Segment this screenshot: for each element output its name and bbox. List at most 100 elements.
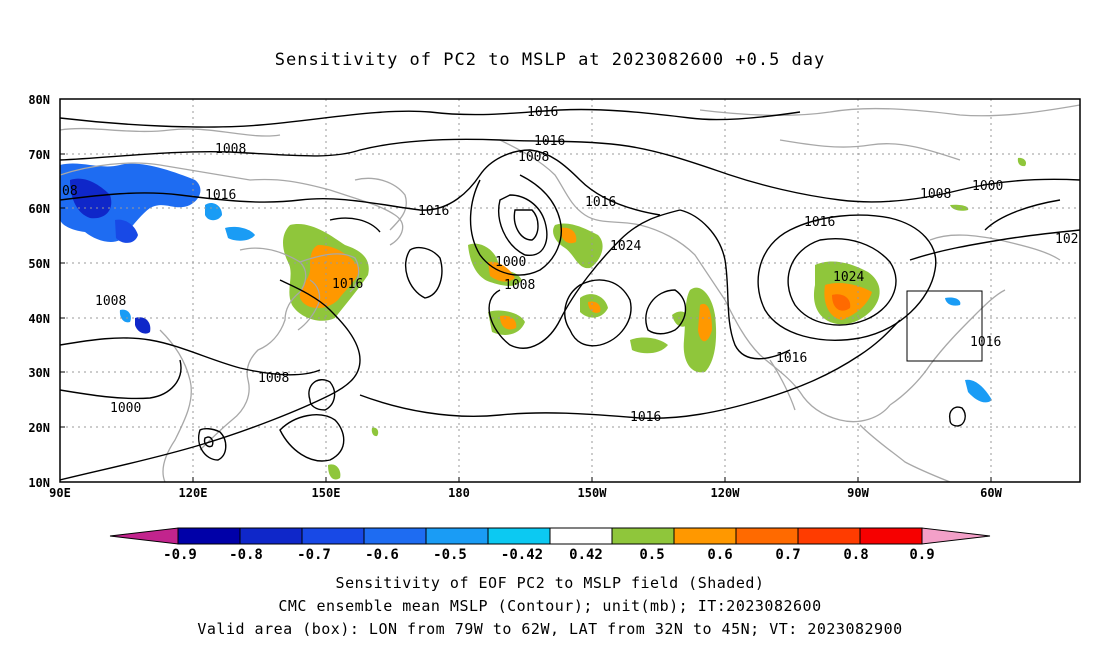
contour-label: 1024 bbox=[610, 239, 641, 254]
positive-sensitivity-region bbox=[299, 245, 360, 309]
colorbar-bin bbox=[177, 527, 241, 545]
colorbar-label: 0.8 bbox=[843, 547, 868, 563]
colorbar-bin bbox=[549, 527, 613, 545]
positive-sensitivity-region bbox=[832, 294, 851, 311]
contour-label: 1016 bbox=[534, 134, 565, 149]
mslp-contours bbox=[60, 108, 1080, 481]
colorbar-bin bbox=[239, 527, 303, 545]
colorbar-bin bbox=[673, 527, 737, 545]
caption-shading: Sensitivity of EOF PC2 to MSLP field (Sh… bbox=[335, 574, 765, 592]
colorbar-label: 0.6 bbox=[707, 547, 732, 563]
colorbar-label: 0.7 bbox=[775, 547, 800, 563]
lon-tick-label: 120E bbox=[179, 486, 208, 500]
negative-sensitivity-region bbox=[205, 203, 222, 221]
contour-label: 1008 bbox=[258, 371, 289, 386]
caption-valid-area: Valid area (box): LON from 79W to 62W, L… bbox=[197, 620, 903, 638]
lat-tick-labels: 80N 70N 60N 50N 40N 30N 20N 10N bbox=[28, 93, 50, 490]
colorbar-bins bbox=[177, 527, 923, 545]
lon-tick-label: 180 bbox=[448, 486, 470, 500]
contour-label: 1008 bbox=[518, 150, 549, 165]
colorbar-max-arrow bbox=[921, 527, 991, 545]
colorbar: -0.9 -0.8 -0.7 -0.6 -0.5 -0.42 0.42 0.5 … bbox=[109, 527, 991, 563]
lon-tick-label: 150E bbox=[312, 486, 341, 500]
positive-sensitivity-region bbox=[560, 227, 577, 244]
colorbar-label: -0.8 bbox=[229, 547, 263, 563]
positive-sensitivity-region bbox=[630, 337, 668, 354]
contour-label: 1016 bbox=[418, 204, 449, 219]
lon-tick-label: 90W bbox=[847, 486, 869, 500]
negative-sensitivity-region bbox=[965, 379, 992, 403]
positive-sensitivity-region bbox=[500, 315, 517, 330]
negative-sensitivity-region bbox=[225, 226, 255, 241]
contour-label: 1000 bbox=[110, 401, 141, 416]
positive-sensitivity-region bbox=[950, 204, 969, 211]
contour-label: 1016 bbox=[804, 215, 835, 230]
colorbar-label: 0.9 bbox=[909, 547, 934, 563]
lat-tick-label: 60N bbox=[28, 202, 50, 216]
negative-sensitivity-region bbox=[945, 297, 961, 306]
lon-tick-label: 150W bbox=[578, 486, 608, 500]
positive-sensitivity-region bbox=[698, 303, 712, 342]
contour-label: 1000 bbox=[972, 179, 1003, 194]
contour-label: 1008 bbox=[95, 294, 126, 309]
lat-tick-label: 40N bbox=[28, 312, 50, 326]
lon-tick-labels: 90E 120E 150E 180 150W 120W 90W 60W bbox=[49, 486, 1002, 500]
contour-label: 1016 bbox=[527, 105, 558, 120]
contour-label: 102 bbox=[1055, 232, 1078, 247]
colorbar-bin bbox=[487, 527, 551, 545]
colorbar-label: -0.7 bbox=[297, 547, 331, 563]
negative-sensitivity-region bbox=[70, 178, 112, 219]
lat-tick-label: 30N bbox=[28, 366, 50, 380]
contour-label: 1016 bbox=[585, 195, 616, 210]
positive-sensitivity-region bbox=[588, 301, 601, 313]
contour-label: 1016 bbox=[332, 277, 363, 292]
positive-sensitivity-region bbox=[328, 464, 341, 480]
colorbar-label: 0.42 bbox=[569, 547, 603, 563]
lat-tick-label: 70N bbox=[28, 148, 50, 162]
plot-frame bbox=[59, 98, 1081, 483]
colorbar-bin bbox=[735, 527, 799, 545]
negative-sensitivity-region bbox=[119, 309, 131, 323]
lon-tick-label: 60W bbox=[980, 486, 1002, 500]
contour-label: 1000 bbox=[495, 255, 526, 270]
colorbar-label: 0.5 bbox=[639, 547, 664, 563]
colorbar-labels: -0.9 -0.8 -0.7 -0.6 -0.5 -0.42 0.42 0.5 … bbox=[163, 547, 935, 563]
contour-label: 1016 bbox=[205, 188, 236, 203]
negative-sensitivity-region bbox=[135, 317, 151, 334]
lat-tick-label: 80N bbox=[28, 93, 50, 107]
caption-contour: CMC ensemble mean MSLP (Contour); unit(m… bbox=[278, 597, 822, 615]
colorbar-bin bbox=[797, 527, 861, 545]
positive-sensitivity-region bbox=[371, 427, 379, 437]
colorbar-bin bbox=[859, 527, 923, 545]
valid-area-box bbox=[906, 290, 983, 362]
lon-tick-label: 120W bbox=[711, 486, 741, 500]
contour-label: 1008 bbox=[920, 187, 951, 202]
contour-labels: 1016 1016 1008 1016 1016 1008 1016 1000 … bbox=[62, 105, 1078, 425]
colorbar-bin bbox=[301, 527, 365, 545]
colorbar-label: -0.5 bbox=[433, 547, 467, 563]
contour-label: 1016 bbox=[776, 351, 807, 366]
colorbar-min-arrow bbox=[109, 527, 179, 545]
lat-tick-label: 50N bbox=[28, 257, 50, 271]
negative-sensitivity-region bbox=[115, 219, 138, 243]
lat-tick-label: 20N bbox=[28, 421, 50, 435]
contour-label: 08 bbox=[62, 184, 78, 199]
colorbar-label: -0.9 bbox=[163, 547, 197, 563]
colorbar-bin bbox=[363, 527, 427, 545]
colorbar-bin bbox=[425, 527, 489, 545]
contour-label: 1016 bbox=[630, 410, 661, 425]
sensitivity-shading bbox=[60, 157, 1027, 480]
colorbar-label: -0.6 bbox=[365, 547, 399, 563]
graticule bbox=[60, 99, 1080, 482]
contour-label: 1016 bbox=[970, 335, 1001, 350]
axis-ticks bbox=[60, 98, 992, 483]
positive-sensitivity-region bbox=[1017, 157, 1027, 167]
coastlines bbox=[60, 104, 1080, 482]
contour-label: 1008 bbox=[504, 278, 535, 293]
contour-label: 1024 bbox=[833, 270, 864, 285]
figure-title: Sensitivity of PC2 to MSLP at 2023082600… bbox=[274, 50, 826, 70]
colorbar-label: -0.42 bbox=[501, 547, 543, 563]
colorbar-bin bbox=[611, 527, 675, 545]
negative-sensitivity-region bbox=[60, 163, 201, 243]
